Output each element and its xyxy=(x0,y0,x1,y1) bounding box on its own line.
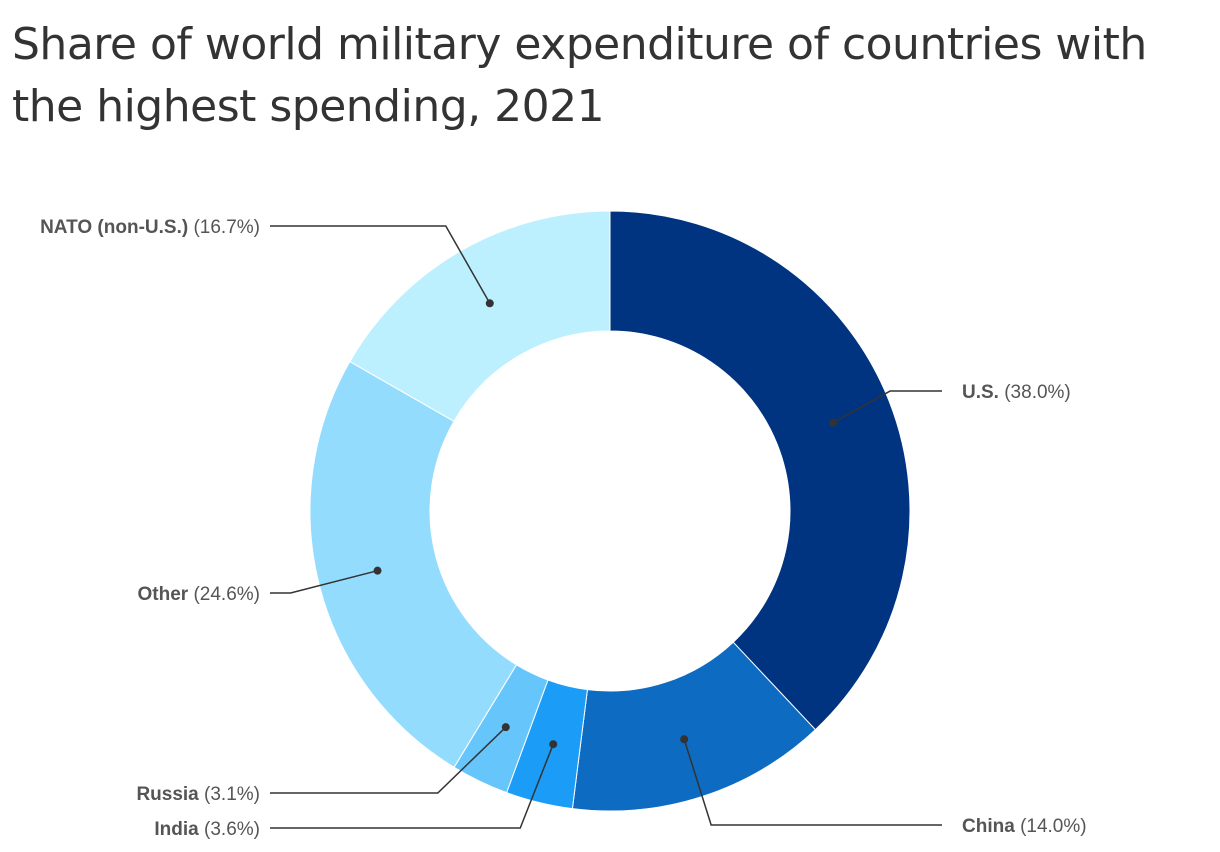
leader-line-nato-non-u-s xyxy=(270,225,491,304)
label-name-other: Other xyxy=(138,584,194,605)
leader-line-other xyxy=(270,569,378,594)
label-value-nato-non-u-s: (16.7%) xyxy=(193,217,260,238)
label-india: India (3.6%) xyxy=(154,819,260,840)
label-value-russia: (3.1%) xyxy=(204,784,260,805)
slices-group xyxy=(309,210,911,812)
label-u-s: U.S. (38.0%) xyxy=(962,382,1071,403)
label-name-russia: Russia xyxy=(136,784,204,805)
leader-line-u-s xyxy=(832,390,942,424)
leader-line-china xyxy=(683,739,942,826)
label-other: Other (24.6%) xyxy=(138,584,260,605)
label-value-other: (24.6%) xyxy=(193,584,260,605)
label-name-nato-non-u-s: NATO (non-U.S.) xyxy=(40,217,193,238)
label-name-u-s: U.S. xyxy=(962,382,1004,403)
slice-u-s xyxy=(609,210,911,731)
leader-line-russia xyxy=(270,726,507,794)
label-china: China (14.0%) xyxy=(962,816,1087,837)
label-russia: Russia (3.1%) xyxy=(136,784,260,805)
leader-dot-u-s xyxy=(829,418,838,427)
label-name-china: China xyxy=(962,816,1020,837)
chart-title: Share of world military expenditure of c… xyxy=(12,19,1147,132)
label-nato-non-u-s: NATO (non-U.S.) (16.7%) xyxy=(40,217,260,238)
leader-dot-nato-non-u-s xyxy=(485,299,494,308)
slice-nato-non-u-s xyxy=(349,210,611,423)
labels-group: U.S. (38.0%)China (14.0%)India (3.6%)Rus… xyxy=(40,217,1087,840)
slice-other xyxy=(309,360,518,768)
leader-line-india xyxy=(270,743,554,829)
leader-dot-india xyxy=(549,740,558,749)
label-value-india: (3.6%) xyxy=(204,819,260,840)
leader-dot-russia xyxy=(501,723,510,732)
leader-dot-china xyxy=(680,735,689,744)
label-value-u-s: (38.0%) xyxy=(1004,382,1071,403)
label-value-china: (14.0%) xyxy=(1020,816,1087,837)
leader-dot-other xyxy=(373,566,382,575)
label-name-india: India xyxy=(154,819,204,840)
